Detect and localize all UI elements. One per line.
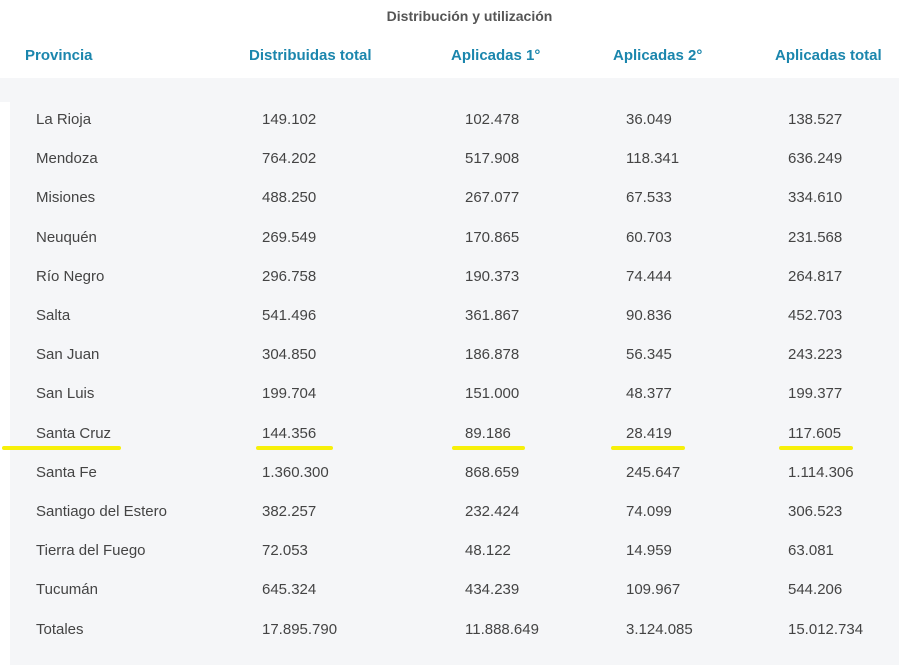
cell-distribuidas: 149.102 xyxy=(262,111,317,128)
table-row: Tucumán 645.324 434.239 109.967 544.206 xyxy=(10,572,899,611)
cell-aplicadas2: 14.959 xyxy=(626,542,672,560)
cell-aplicadas1: 267.077 xyxy=(465,189,520,207)
table-body: La Rioja 149.102 102.478 36.049 138.527 Mendo… xyxy=(2,102,899,665)
cell-aplicadas-total: 1.114.306 xyxy=(788,463,854,481)
cell-aplicadas2: 60.703 xyxy=(626,228,672,246)
cell-aplicadas2: 36.049 xyxy=(626,111,672,128)
highlight-underline xyxy=(452,445,525,450)
column-header-aplicadas-1: Aplicadas 1° xyxy=(451,47,541,64)
cell-aplicadas2: 28.419 xyxy=(626,424,672,442)
cell-provincia: Santa Fe xyxy=(36,463,97,481)
cell-distribuidas: 382.257 xyxy=(262,503,317,520)
cell-aplicadas-total: 117.605 xyxy=(788,424,842,442)
cell-aplicadas2: 48.377 xyxy=(626,385,672,403)
table-row: Misiones 488.250 267.077 67.533 334.610 xyxy=(10,180,899,219)
column-header-aplicadas-2: Aplicadas 2° xyxy=(613,47,703,64)
cell-aplicadas-total: 63.081 xyxy=(788,542,834,560)
cell-provincia: Misiones xyxy=(36,189,96,207)
table-header: Provincia Distribuidas total Aplicadas 1… xyxy=(0,38,899,76)
cell-provincia: Santiago del Estero xyxy=(36,503,167,520)
table-row: Tierra del Fuego 72.053 48.122 14.959 63.081 xyxy=(10,533,899,572)
cell-distribuidas: 72.053 xyxy=(262,542,308,560)
column-header-aplicadas-total: Aplicadas total xyxy=(775,47,882,64)
table-row: Mendoza 764.202 517.908 118.341 636.249 xyxy=(10,141,899,180)
cell-provincia: San Juan xyxy=(36,346,100,364)
cell-aplicadas2: 245.647 xyxy=(626,463,681,481)
cell-provincia: San Luis xyxy=(36,385,95,403)
cell-aplicadas1: 361.867 xyxy=(465,307,520,324)
highlight-underline xyxy=(256,445,333,450)
table-row: Salta 541.496 361.867 90.836 452.703 xyxy=(10,298,899,337)
cell-aplicadas-total: 334.610 xyxy=(788,189,843,207)
highlight-underline xyxy=(611,445,685,450)
cell-aplicadas2: 109.967 xyxy=(626,581,681,599)
cell-aplicadas-total: 15.012.734 xyxy=(788,620,864,638)
cell-provincia: La Rioja xyxy=(36,111,92,128)
cell-provincia: Totales xyxy=(36,620,84,638)
cell-aplicadas-total: 636.249 xyxy=(788,150,843,168)
cell-aplicadas1: 186.878 xyxy=(465,346,520,364)
cell-aplicadas-total: 231.568 xyxy=(788,228,843,246)
cell-aplicadas2: 74.099 xyxy=(626,503,672,520)
cell-provincia: Salta xyxy=(36,307,71,324)
cell-aplicadas1: 48.122 xyxy=(465,542,511,560)
cell-aplicadas1: 170.865 xyxy=(465,228,520,246)
cell-aplicadas-total: 306.523 xyxy=(788,503,843,520)
cell-aplicadas-total: 243.223 xyxy=(788,346,843,364)
cell-aplicadas1: 434.239 xyxy=(465,581,520,599)
cell-distribuidas: 764.202 xyxy=(262,150,317,168)
cell-distribuidas: 488.250 xyxy=(262,189,317,207)
cell-aplicadas1: 11.888.649 xyxy=(465,620,539,638)
cell-aplicadas2: 67.533 xyxy=(626,189,672,207)
cell-aplicadas2: 74.444 xyxy=(626,267,672,285)
cell-distribuidas: 199.704 xyxy=(262,385,317,403)
cell-provincia: Río Negro xyxy=(36,267,105,285)
cell-aplicadas-total: 199.377 xyxy=(788,385,843,403)
cell-aplicadas-total: 138.527 xyxy=(788,111,843,128)
cell-aplicadas2: 90.836 xyxy=(626,307,672,324)
cell-distribuidas: 144.356 xyxy=(262,424,317,442)
cell-distribuidas: 304.850 xyxy=(262,346,317,364)
column-header-distribuidas: Distribuidas total xyxy=(249,47,372,64)
cell-provincia: Santa Cruz xyxy=(36,424,112,442)
cell-provincia: Mendoza xyxy=(36,150,98,168)
cell-aplicadas1: 102.478 xyxy=(465,111,520,128)
cell-aplicadas1: 232.424 xyxy=(465,503,520,520)
cell-distribuidas: 645.324 xyxy=(262,581,317,599)
cell-aplicadas1: 89.186 xyxy=(465,424,511,442)
table-title: Distribución y utilización xyxy=(386,8,553,24)
cell-aplicadas2: 56.345 xyxy=(626,346,672,364)
cell-provincia: Tucumán xyxy=(36,581,98,599)
table-row: Santa Cruz 144.356 89.186 28.419 117.605 xyxy=(2,416,899,455)
cell-aplicadas-total: 264.817 xyxy=(788,267,843,285)
table-row: San Juan 304.850 186.878 56.345 243.223 xyxy=(10,337,899,376)
cell-aplicadas1: 517.908 xyxy=(465,150,520,168)
cell-aplicadas-total: 544.206 xyxy=(788,581,843,599)
cell-aplicadas1: 190.373 xyxy=(465,267,520,285)
highlight-underline xyxy=(2,445,121,450)
table-row: San Luis 199.704 151.000 48.377 199.377 xyxy=(10,376,899,415)
table-row: Río Negro 296.758 190.373 74.444 264.817 xyxy=(10,259,899,298)
cell-provincia: Tierra del Fuego xyxy=(36,542,146,560)
table-row: Santiago del Estero 382.257 232.424 74.099 3… xyxy=(10,494,899,533)
cell-aplicadas2: 3.124.085 xyxy=(626,620,693,638)
cell-distribuidas: 17.895.790 xyxy=(262,620,338,638)
cell-aplicadas1: 151.000 xyxy=(465,385,520,403)
highlight-underline xyxy=(779,445,853,450)
cell-distribuidas: 269.549 xyxy=(262,228,317,246)
table-row: Santa Fe 1.360.300 868.659 245.647 1.114.306 xyxy=(10,455,899,494)
cell-aplicadas-total: 452.703 xyxy=(788,307,843,324)
table-row: Totales 17.895.790 11.888.649 3.124.085 15.0… xyxy=(10,612,899,651)
cell-aplicadas2: 118.341 xyxy=(626,150,680,168)
table-row: Neuquén 269.549 170.865 60.703 231.568 xyxy=(10,220,899,259)
cell-distribuidas: 296.758 xyxy=(262,267,317,285)
cell-distribuidas: 1.360.300 xyxy=(262,463,329,481)
table-row: La Rioja 149.102 102.478 36.049 138.527 xyxy=(10,102,899,141)
cell-distribuidas: 541.496 xyxy=(262,307,317,324)
cell-aplicadas1: 868.659 xyxy=(465,463,520,481)
cell-provincia: Neuquén xyxy=(36,228,97,246)
column-header-provincia: Provincia xyxy=(25,47,93,64)
table-spacer xyxy=(0,78,899,102)
